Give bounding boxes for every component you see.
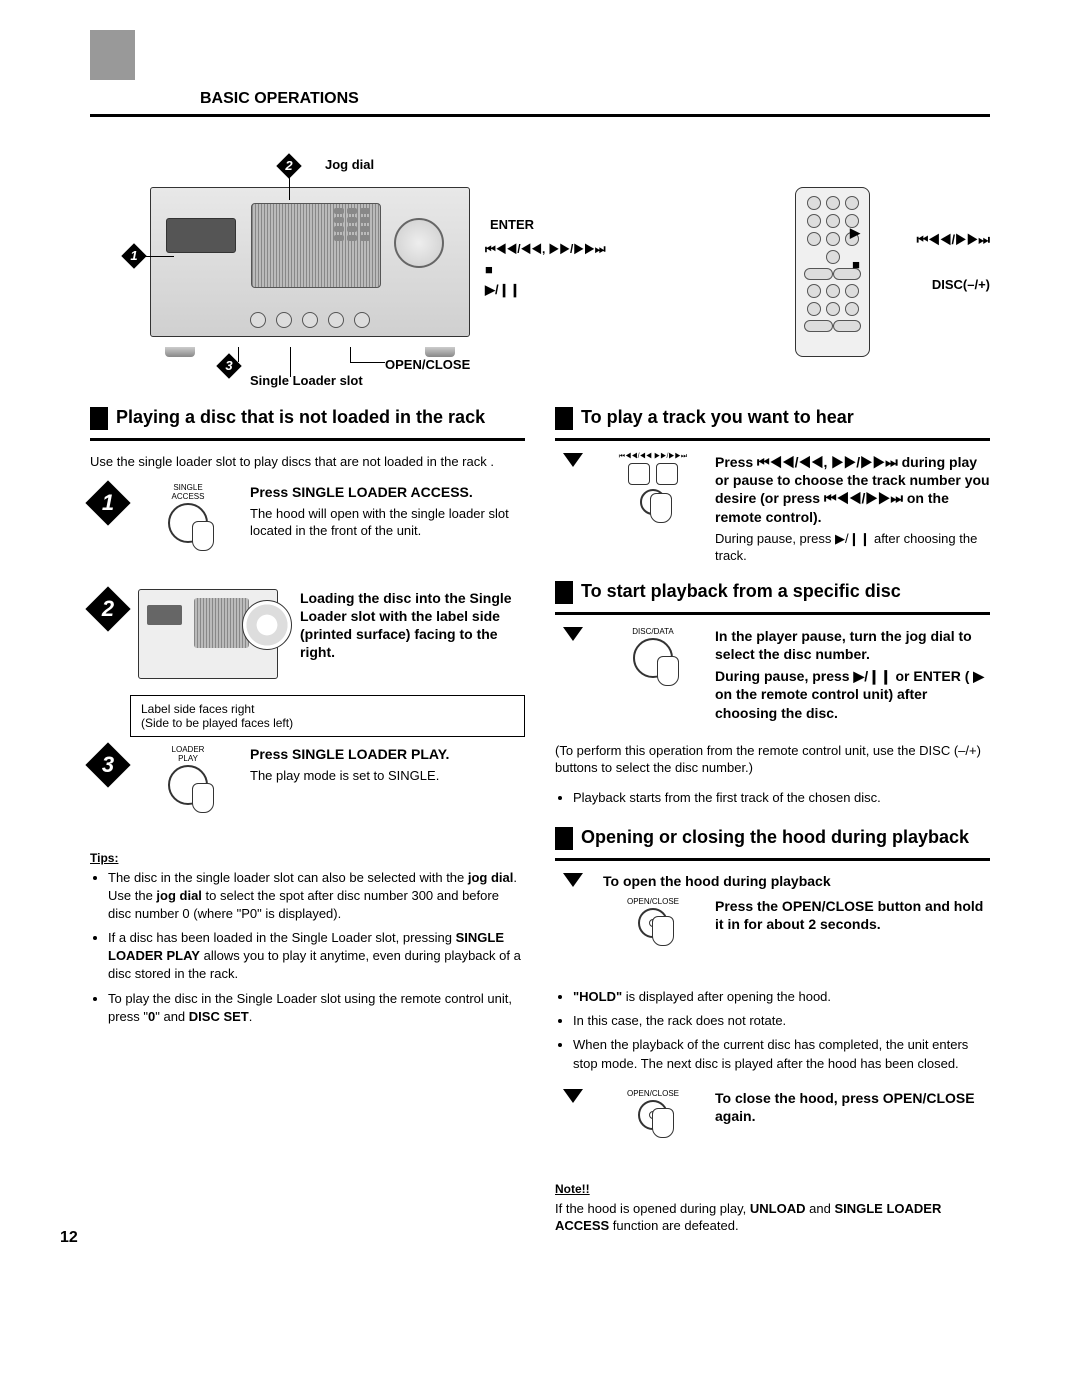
content-columns: Playing a disc that is not loaded in the… [90,407,990,1247]
step-3-desc: The play mode is set to SINGLE. [250,767,525,785]
label-remote-play: ▶ [850,225,860,241]
callout-1: 1 [121,243,146,268]
section-head-start-disc: To start playback from a specific disc [555,581,990,604]
tip-item: To play the disc in the Single Loader sl… [108,990,525,1026]
label-enter: ENTER [490,217,534,232]
label-single-loader-slot: Single Loader slot [250,373,363,388]
step-number-icon: 1 [85,480,130,525]
tip-item: If a disc has been loaded in the Single … [108,929,525,984]
tip-item: The disc in the single loader slot can a… [108,869,525,924]
open-close-illustration: OPEN/CLOSE [603,897,703,978]
step-number-icon: 3 [85,742,130,787]
label-seek: ⏮◀◀/◀◀, ▶▶/▶▶⏭ [485,242,606,257]
open-hood-subheading: To open the hood during playback [603,873,990,889]
play-track-desc: During pause, press ▶/❙❙ after choosing … [715,530,990,565]
step-2-note: Label side faces right (Side to be playe… [130,695,525,737]
header-bar: BASIC OPERATIONS [90,90,990,117]
section-head-playing: Playing a disc that is not loaded in the… [90,407,525,430]
step-2-illustration [138,589,278,679]
close-hood-illustration: OPEN/CLOSE [603,1089,703,1170]
step-number-icon: 2 [85,586,130,631]
page-number: 12 [60,1229,78,1247]
arrow-down-icon [555,1089,591,1170]
page: BASIC OPERATIONS 2 Jog dial 1 ENTER ⏮◀◀/… [0,0,1080,1277]
close-hood-block: OPEN/CLOSE To close the hood, press OPEN… [555,1089,990,1170]
start-disc-step: DISC/DATA In the player pause, turn the … [555,627,990,726]
step-1-illustration: SINGLE ACCESS [138,483,238,573]
step-2: 2 Loading the disc into the Single Loade… [90,589,525,679]
label-stop: ■ [485,262,493,277]
start-disc-bullets: Playback starts from the first track of … [555,789,990,807]
bullet-item: Playback starts from the first track of … [573,789,990,807]
section-head-play-track: To play a track you want to hear [555,407,990,430]
label-jog-dial: Jog dial [325,157,374,172]
note-label: Note!! [555,1182,990,1196]
open-hood-block: To open the hood during playback OPEN/CL… [555,873,990,978]
step-2-heading: Loading the disc into the Single Loader … [300,589,525,662]
bullet-item: In this case, the rack does not rotate. [573,1012,990,1030]
header-title: BASIC OPERATIONS [90,90,990,108]
section-title: Playing a disc that is not loaded in the… [116,407,525,430]
label-openclose: OPEN/CLOSE [385,357,470,372]
section-head-hood: Opening or closing the hood during playb… [555,827,990,850]
arrow-down-icon [555,453,591,565]
section-intro: Use the single loader slot to play discs… [90,453,525,471]
step-3-heading: Press SINGLE LOADER PLAY. [250,745,525,763]
section-title: To start playback from a specific disc [581,581,990,604]
bullet-item: When the playback of the current disc ha… [573,1036,990,1072]
right-column: To play a track you want to hear ⏮◀◀/◀◀ … [555,407,990,1247]
step-1: 1 SINGLE ACCESS Press SINGLE LOADER ACCE… [90,483,525,573]
remote-illustration [795,187,870,357]
play-track-heading: Press ⏮◀◀/◀◀, ▶▶/▶▶⏭ during play or paus… [715,453,990,526]
arrow-down-icon [555,873,591,978]
side-tab [90,30,135,80]
step-3-illustration: LOADER PLAY [138,745,238,835]
step-1-heading: Press SINGLE LOADER ACCESS. [250,483,525,501]
close-hood-heading: To close the hood, press OPEN/CLOSE agai… [715,1089,990,1166]
start-disc-note: (To perform this operation from the remo… [555,742,990,777]
start-disc-heading-2: During pause, press ▶/❙❙ or ENTER ( ▶ on… [715,667,990,722]
hood-bullets: "HOLD" is displayed after opening the ho… [555,988,990,1073]
label-remote-seek: ⏮◀◀/▶▶⏭ [917,232,990,248]
bullet-item: "HOLD" is displayed after opening the ho… [573,988,990,1006]
tips-list: The disc in the single loader slot can a… [90,869,525,1027]
left-column: Playing a disc that is not loaded in the… [90,407,525,1247]
track-buttons-illustration: ⏮◀◀/◀◀ ▶▶/▶▶⏭ [603,453,703,565]
label-remote-disc: DISC(–/+) [932,277,990,292]
step-1-desc: The hood will open with the single loade… [250,505,525,540]
step-3: 3 LOADER PLAY Press SINGLE LOADER PLAY. … [90,745,525,835]
arrow-down-icon [555,627,591,726]
note-text: If the hood is opened during play, UNLOA… [555,1200,990,1235]
label-remote-stop: ■ [852,257,860,272]
open-hood-heading: Press the OPEN/CLOSE button and hold it … [715,897,990,974]
section-title: To play a track you want to hear [581,407,990,430]
device-main-illustration [150,187,470,347]
jog-dial-illustration: DISC/DATA [603,627,703,726]
start-disc-heading-1: In the player pause, turn the jog dial t… [715,627,990,663]
tips-label: Tips: [90,851,525,865]
label-playpause: ▶/❙❙ [485,282,520,298]
device-diagram: 2 Jog dial 1 ENTER ⏮◀◀/◀◀, ▶▶/▶▶⏭ ■ ▶/❙❙… [90,137,990,397]
play-track-step: ⏮◀◀/◀◀ ▶▶/▶▶⏭ Press ⏮◀◀/◀◀, ▶▶/▶▶⏭ durin… [555,453,990,565]
section-title: Opening or closing the hood during playb… [581,827,990,850]
